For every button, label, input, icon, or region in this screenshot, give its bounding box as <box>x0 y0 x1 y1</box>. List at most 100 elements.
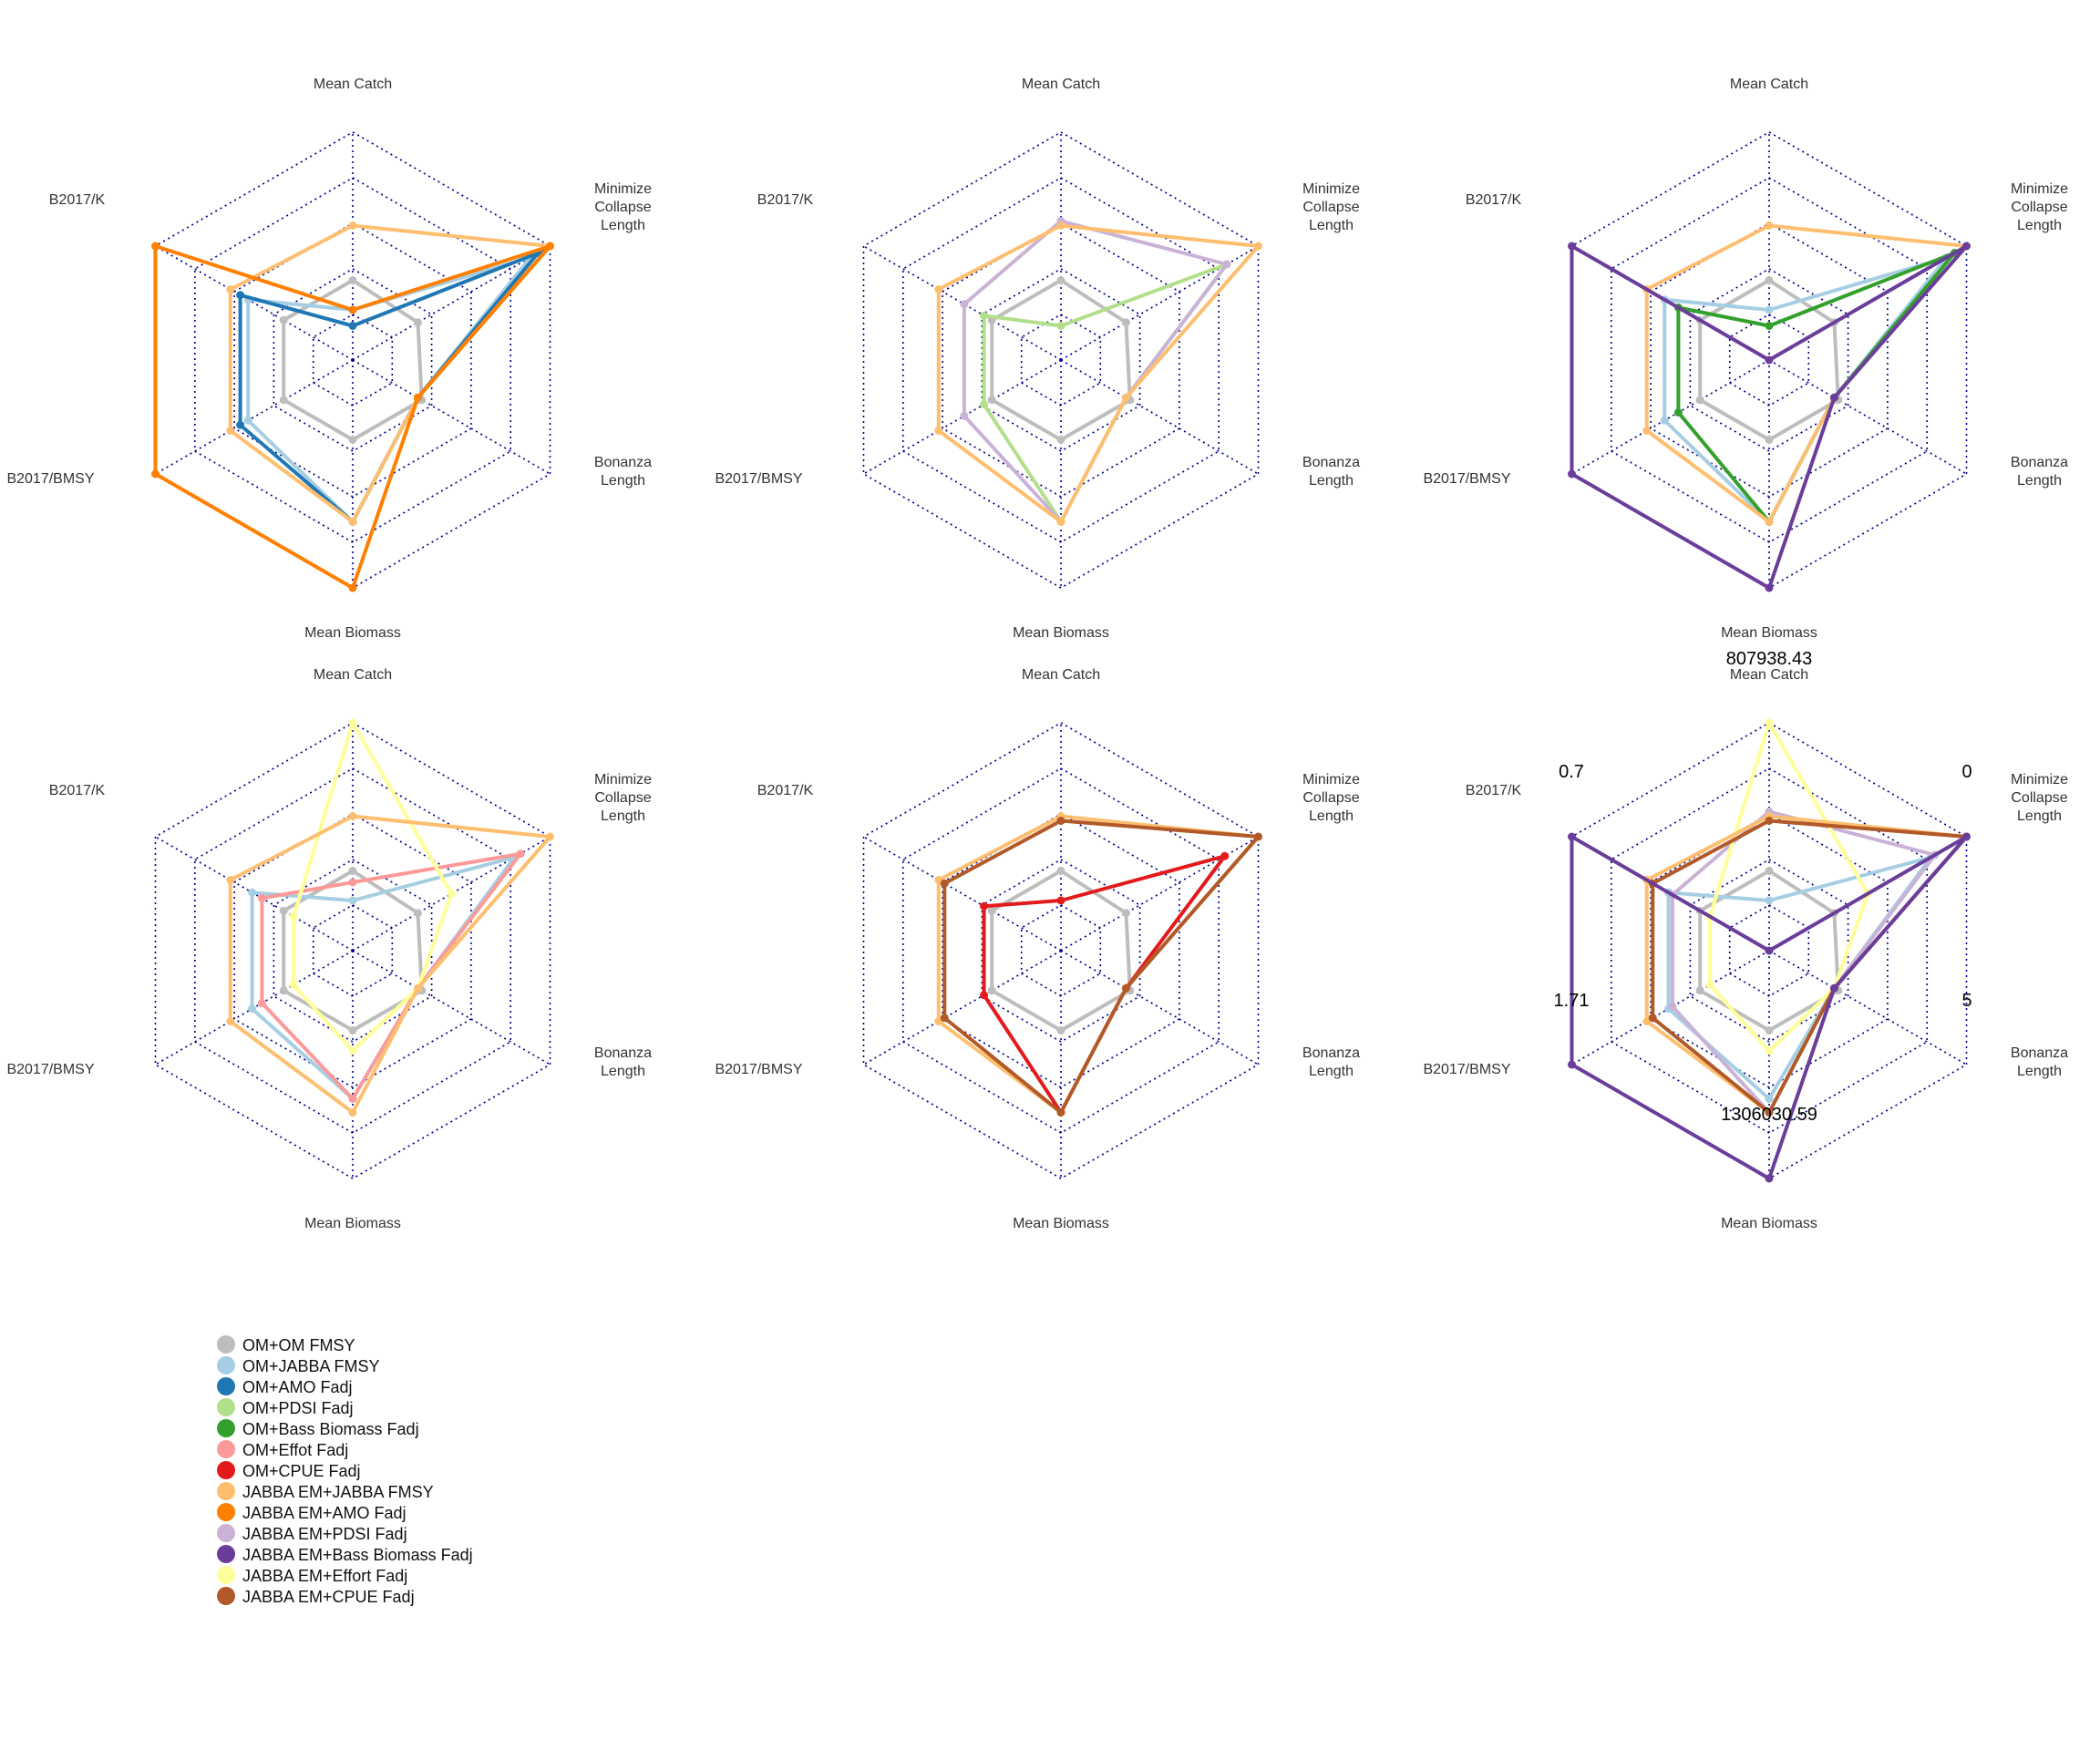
axis-label-bk: B2017/K <box>49 783 106 798</box>
series-point <box>150 469 160 479</box>
series-point <box>1056 896 1065 905</box>
series-point <box>1765 1095 1774 1103</box>
axis-label-catch: Mean Catch <box>314 667 392 683</box>
series-line <box>1708 721 1870 1053</box>
grid-spoke <box>1571 359 1770 475</box>
axis-label-biomass: Mean Biomass <box>1721 1216 1817 1231</box>
series-point <box>248 1004 257 1014</box>
series-point <box>516 849 525 859</box>
series-point <box>236 420 245 429</box>
series-point <box>279 315 288 324</box>
series-point <box>1660 416 1669 425</box>
legend-label: JABBA EM+AMO Fadj <box>242 1504 407 1522</box>
series-point <box>226 427 235 435</box>
axis-label-bk: B2017/K <box>757 783 814 798</box>
series-line <box>962 219 1229 524</box>
axis-label-biomass: Mean Biomass <box>304 1216 401 1231</box>
axis-label-bmsy: B2017/BMSY <box>6 1062 94 1077</box>
series-point <box>279 906 288 915</box>
series-om-om-fmsy <box>987 276 1135 444</box>
series-point <box>226 876 235 884</box>
axis-label-bonanza: Bonanza Length <box>594 1045 652 1079</box>
series-point <box>413 318 422 327</box>
grid-spoke <box>155 359 354 475</box>
axis-max-labels: 807938.43 0 5 1306030.59 1.71 0.7 <box>1554 649 1972 1125</box>
legend: OM+OM FMSY OM+JABBA FMSY OM+AMO Fadj OM+PDS… <box>217 1335 473 1606</box>
series-point <box>1829 983 1838 993</box>
series-point <box>226 285 235 293</box>
legend-item: JABBA EM+JABBA FMSY <box>217 1482 434 1501</box>
axis-label-bk: B2017/K <box>757 192 814 208</box>
axis-label-collapse: Minimize Collapse Length <box>594 181 652 233</box>
series-point <box>348 896 357 905</box>
scale-label-collapse: 0 <box>1961 762 1971 782</box>
series-point <box>1121 983 1130 993</box>
legend-label: JABBA EM+PDSI Fadj <box>242 1525 407 1543</box>
radar-panel-2: Mean Catch Minimize Collapse Length Bonanza L… <box>715 77 1360 641</box>
series-point <box>1765 817 1774 825</box>
series-point <box>1695 396 1704 405</box>
legend-item: JABBA EM+Effort Fadj <box>217 1566 407 1585</box>
series-point <box>1765 436 1774 444</box>
axis-label-collapse: Minimize Collapse Length <box>2011 181 2068 233</box>
series-point <box>1567 832 1576 841</box>
series-point <box>960 411 969 420</box>
series-jabba-em-jabba-fmsy <box>934 221 1263 526</box>
legend-label: OM+AMO Fadj <box>242 1378 353 1396</box>
series-point <box>1056 221 1065 230</box>
series-point <box>1765 867 1774 875</box>
series-point <box>348 305 357 314</box>
series-jabba-em-jabba-fmsy <box>226 812 555 1117</box>
legend-item: OM+PDSI Fadj <box>217 1398 354 1417</box>
legend-item: OM+Effot Fadj <box>217 1440 348 1459</box>
series-point <box>1673 408 1683 417</box>
series-point <box>243 416 252 425</box>
series-point <box>1056 1026 1065 1035</box>
grid-spoke <box>863 836 1062 952</box>
legend-swatch <box>217 1440 235 1458</box>
series-point <box>1056 518 1065 526</box>
series-point <box>1567 469 1576 479</box>
legend-item: OM+OM FMSY <box>217 1335 355 1354</box>
grid-spoke <box>1768 359 1967 475</box>
series-jabba-em-amo-fadj <box>150 242 555 592</box>
legend-item: OM+CPUE Fadj <box>217 1461 361 1480</box>
legend-swatch <box>217 1398 235 1416</box>
series-point <box>1962 832 1971 841</box>
scale-label-bonanza: 5 <box>1961 991 1971 1011</box>
legend-swatch <box>217 1566 235 1584</box>
series-point <box>1705 981 1714 989</box>
axis-label-bonanza: Bonanza Length <box>2011 455 2068 489</box>
series-point <box>987 986 996 995</box>
series-point <box>980 901 989 911</box>
series-point <box>1121 909 1130 918</box>
series-jabba-em-effort-fadj <box>1705 718 1872 1055</box>
legend-item: JABBA EM+Bass Biomass Fadj <box>217 1545 473 1564</box>
axis-label-bmsy: B2017/BMSY <box>1423 1062 1510 1077</box>
series-point <box>348 518 357 526</box>
axis-label-catch: Mean Catch <box>1730 77 1808 92</box>
axis-label-collapse: Minimize Collapse Length <box>2011 772 2068 824</box>
legend-swatch <box>217 1524 235 1542</box>
legend-item: OM+JABBA FMSY <box>217 1356 380 1375</box>
series-point <box>1121 393 1130 402</box>
radar-panel-4: Mean Catch Minimize Collapse Length Bonanza L… <box>6 667 652 1231</box>
series-point <box>1056 867 1065 875</box>
legend-swatch <box>217 1503 235 1521</box>
series-om-om-fmsy <box>987 867 1135 1035</box>
grid-ring <box>273 859 433 1043</box>
series-point <box>934 876 943 884</box>
axis-label-bmsy: B2017/BMSY <box>1423 471 1510 487</box>
legend-label: OM+Bass Biomass Fadj <box>242 1420 419 1438</box>
legend-item: OM+AMO Fadj <box>217 1377 353 1396</box>
series-point <box>934 427 943 435</box>
series-point <box>1648 1014 1657 1023</box>
axis-label-biomass: Mean Biomass <box>1721 625 1817 641</box>
series-point <box>980 311 989 320</box>
series-point <box>546 242 555 251</box>
series-point <box>940 1014 949 1023</box>
grid-spoke <box>863 950 1062 1065</box>
grid-ring <box>154 722 551 1179</box>
series-point <box>987 906 996 915</box>
grid-spoke <box>1060 950 1259 1065</box>
